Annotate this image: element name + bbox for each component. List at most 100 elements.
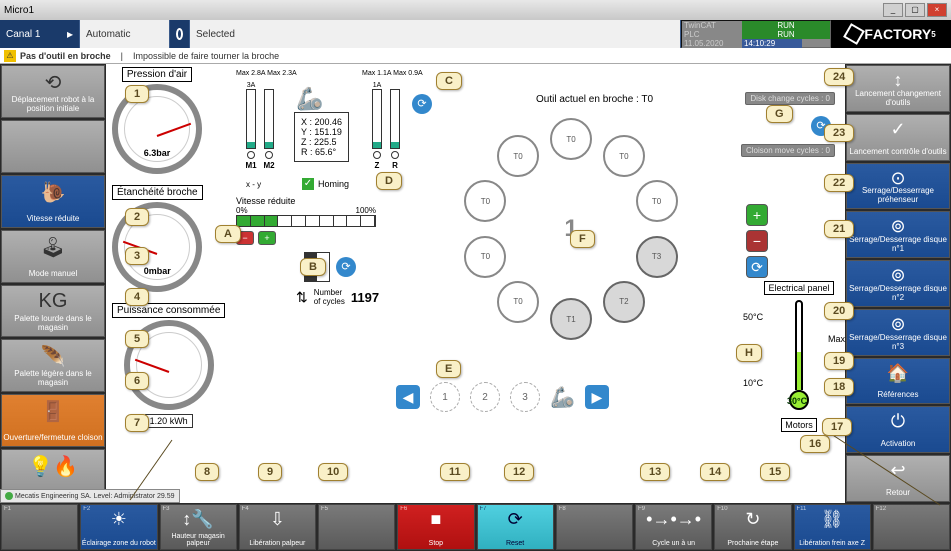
bottom-btn-F2[interactable]: F2☀Éclairage zone du robot <box>80 504 157 550</box>
tool-slot-4[interactable]: T2 <box>603 281 645 323</box>
motors-thermo-title: Motors <box>781 418 817 432</box>
bottom-btn-F10[interactable]: F10↻Prochaine étape <box>714 504 791 550</box>
bottom-F7-label: Reset <box>506 540 524 547</box>
tool-slot-7-label: T0 <box>481 252 490 261</box>
right-btn-5-label: Serrage/Desserrage disque n°3 <box>847 333 949 351</box>
pager-page-1[interactable]: 1 <box>430 382 460 412</box>
canal-label: Canal 1 <box>6 29 40 40</box>
tool-slot-1[interactable]: T0 <box>603 135 645 177</box>
tool-slot-8[interactable]: T0 <box>464 180 506 222</box>
cycles-label: Number of cycles <box>314 288 345 306</box>
tool-slot-3[interactable]: T3 <box>636 236 678 278</box>
left-sidebar-btn-1[interactable] <box>1 120 105 173</box>
right-sidebar-btn-6[interactable]: 🏠Références <box>846 358 950 405</box>
bottom-btn-F9[interactable]: F9•→•→•Cycle un à un <box>635 504 712 550</box>
bottom-btn-F1[interactable]: F1 <box>1 504 78 550</box>
right-sidebar-btn-5[interactable]: ⊚Serrage/Desserrage disque n°3 <box>846 309 950 356</box>
motor-r: R <box>388 82 402 170</box>
tool-slot-7[interactable]: T0 <box>464 236 506 278</box>
callout-C: C <box>436 72 462 90</box>
pager-next-button[interactable]: ▶ <box>585 385 609 409</box>
bottom-btn-F11[interactable]: F11⛓Libération frein axe Z <box>794 504 871 550</box>
bottom-F9-fk: F9 <box>638 506 645 512</box>
cycles-block: ⇅ Number of cycles 1197 <box>296 288 379 306</box>
tool-slot-5[interactable]: T1 <box>550 298 592 340</box>
selected-indicator: Selected <box>190 20 681 48</box>
left-btn-3-icon: 🕹 <box>40 235 65 260</box>
disk-cycles-badge: Disk change cycles : 0 <box>745 92 835 105</box>
door-refresh-button[interactable]: ⟳ <box>336 257 356 277</box>
bottom-F6-fk: F6 <box>400 506 407 512</box>
speed-plus-button[interactable]: + <box>258 231 276 245</box>
left-sidebar-btn-5[interactable]: 🪶Palette légère dans le magasin <box>1 339 105 392</box>
twincat-label: TwinCAT <box>682 21 742 30</box>
twincat-status: RUN <box>742 21 830 30</box>
callout-15: 15 <box>760 463 790 481</box>
selected-label: Selected <box>196 29 235 40</box>
robot-x: X : 200.46 <box>301 117 342 127</box>
right-sidebar-btn-7[interactable]: ⏻Activation <box>846 406 950 453</box>
callout-8: 8 <box>195 463 219 481</box>
callout-21: 21 <box>824 220 854 238</box>
canal-selector[interactable]: Canal 1 ▸ <box>0 20 80 48</box>
callout-H: H <box>736 344 762 362</box>
left-sidebar-btn-0[interactable]: ⟲Déplacement robot à la position initial… <box>1 65 105 118</box>
wheel-side-controls: + − ⟳ <box>746 204 768 278</box>
maximize-button[interactable]: ▢ <box>905 3 925 17</box>
pager-page-3[interactable]: 3 <box>510 382 540 412</box>
mode-lock-button[interactable] <box>170 20 190 48</box>
callout-10: 10 <box>318 463 348 481</box>
left-sidebar-btn-2[interactable]: 🐌Vitesse réduite <box>1 175 105 228</box>
bottom-btn-F6[interactable]: F6■Stop <box>397 504 474 550</box>
bottom-F7-icon: ⟳ <box>508 509 523 530</box>
callout-G: G <box>766 105 793 123</box>
close-button[interactable]: × <box>927 3 947 17</box>
right-sidebar-btn-1[interactable]: ✓Lancement contrôle d'outils <box>846 114 950 161</box>
reduced-speed-bar[interactable] <box>236 215 376 227</box>
minimize-button[interactable]: _ <box>883 3 903 17</box>
left-sidebar-btn-6[interactable]: 🚪Ouverture/fermeture cloison <box>1 394 105 447</box>
left-btn-3-label: Mode manuel <box>29 269 77 278</box>
right-sidebar-btn-3[interactable]: ⊚Serrage/Desserrage disque n°1 <box>846 211 950 258</box>
homing-check-icon: ✓ <box>302 178 314 190</box>
tool-slot-0[interactable]: T0 <box>550 118 592 160</box>
left-btn-6-icon: 🚪 <box>41 399 66 424</box>
cycles-value: 1197 <box>351 290 379 305</box>
bottom-F7-fk: F7 <box>480 506 487 512</box>
callout-23: 23 <box>824 124 854 142</box>
left-sidebar-btn-3[interactable]: 🕹 Mode manuel <box>1 230 105 283</box>
callout-20: 20 <box>824 302 854 320</box>
bottom-btn-F4[interactable]: F4⇩Libération palpeur <box>239 504 316 550</box>
bottom-btn-F8[interactable]: F8 <box>556 504 633 550</box>
wheel-refresh-button[interactable]: ⟳ <box>746 256 768 278</box>
callout-9: 9 <box>258 463 282 481</box>
bottom-F3-fk: F3 <box>163 506 170 512</box>
bottom-btn-F7[interactable]: F7 ⟳ Reset <box>477 504 554 550</box>
wheel-minus-button[interactable]: − <box>746 230 768 252</box>
tool-slot-2[interactable]: T0 <box>636 180 678 222</box>
right-sidebar-btn-2[interactable]: ⊙Serrage/Desserrage préhenseur <box>846 163 950 210</box>
tool-slot-9[interactable]: T0 <box>497 135 539 177</box>
bottom-F4-icon: ⇩ <box>270 509 285 530</box>
logo: FACTORY5 <box>831 20 951 48</box>
right-sidebar-btn-4[interactable]: ⊚Serrage/Desserrage disque n°2 <box>846 260 950 307</box>
zr-refresh-button[interactable]: ⟳ <box>412 94 432 114</box>
bottom-F1-fk: F1 <box>4 506 11 512</box>
right-sidebar-btn-8[interactable]: ↩Retour <box>846 455 950 502</box>
right-sidebar-btn-0[interactable]: ↕Lancement changement d'outils <box>846 65 950 112</box>
pager-page-2[interactable]: 2 <box>470 382 500 412</box>
callout-13: 13 <box>640 463 670 481</box>
seal-gauge-block: Étanchéité broche 0mbar <box>112 182 203 292</box>
left-sidebar-btn-4[interactable]: KGPalette lourde dans le magasin <box>1 285 105 338</box>
mode-indicator[interactable]: Automatic <box>80 20 170 48</box>
wheel-plus-button[interactable]: + <box>746 204 768 226</box>
bottom-btn-F3[interactable]: F3↕🔧Hauteur magasin palpeur <box>160 504 237 550</box>
bottom-btn-F5[interactable]: F5 <box>318 504 395 550</box>
pager-prev-button[interactable]: ◀ <box>396 385 420 409</box>
tool-slot-6[interactable]: T0 <box>497 281 539 323</box>
window-title: Micro1 <box>4 5 883 16</box>
bottom-btn-F12[interactable]: F12 <box>873 504 950 550</box>
left-sidebar: ⟲Déplacement robot à la position initial… <box>0 64 106 503</box>
left-btn-2-label: Vitesse réduite <box>27 214 80 223</box>
thermometer-icon <box>787 300 811 410</box>
